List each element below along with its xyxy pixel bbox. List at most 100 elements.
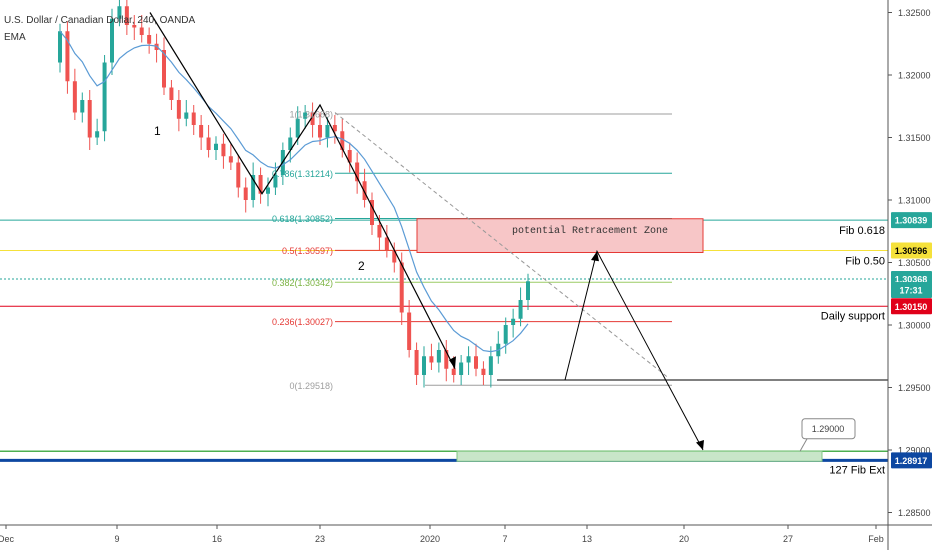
symbol-title[interactable]: U.S. Dollar / Canadian Dollar, 240, OAND… bbox=[4, 15, 196, 26]
retracement-zone-label: potential Retracement Zone bbox=[512, 225, 668, 237]
price-badge-bg bbox=[891, 452, 932, 469]
candle-body bbox=[355, 162, 360, 182]
candle-body bbox=[228, 156, 233, 163]
projection-path bbox=[564, 249, 704, 451]
fib-0618-label: Fib 0.618 bbox=[839, 225, 885, 237]
price-badge-4: 1.30150 bbox=[891, 298, 932, 315]
candle-body bbox=[80, 100, 85, 113]
ema-indicator-label[interactable]: EMA bbox=[4, 32, 26, 43]
price-badge-bg bbox=[891, 282, 932, 298]
candle-body bbox=[429, 356, 434, 363]
candle-body bbox=[488, 356, 493, 375]
candle-body bbox=[110, 18, 114, 63]
candle-body bbox=[384, 237, 389, 250]
candle-body bbox=[414, 350, 419, 375]
price-badge-bg bbox=[891, 242, 932, 259]
x-tick-label: 20 bbox=[679, 534, 689, 544]
candle-body bbox=[377, 225, 382, 238]
retracement-zone bbox=[416, 218, 704, 253]
y-tick-label: 1.29500 bbox=[898, 383, 931, 393]
candle-body bbox=[407, 312, 412, 350]
y-tick-label: 1.31500 bbox=[898, 133, 931, 143]
price-badge-5: 1.28917 bbox=[891, 452, 932, 469]
candle-body bbox=[191, 112, 196, 125]
candle-body bbox=[347, 150, 352, 163]
trendline-dashed bbox=[334, 112, 669, 378]
x-tick-label: Dec bbox=[0, 534, 14, 544]
candle-body bbox=[273, 175, 278, 188]
candle-body bbox=[65, 31, 70, 82]
price-badge-bg bbox=[891, 298, 932, 315]
candle-body bbox=[258, 175, 263, 194]
candle-body bbox=[251, 175, 256, 200]
candle-body bbox=[199, 125, 204, 138]
price-badge-text: 1.30368 bbox=[895, 275, 928, 285]
fib-level-label-2: 0.618(1.30852) bbox=[272, 214, 333, 224]
candle-body bbox=[95, 131, 100, 138]
candle-body bbox=[243, 187, 248, 200]
candle-body bbox=[459, 362, 464, 375]
candle-body bbox=[266, 187, 270, 194]
candle-body bbox=[295, 118, 300, 138]
candle-body bbox=[72, 81, 77, 113]
candle-body bbox=[132, 25, 137, 28]
x-tick-label: 13 bbox=[582, 534, 592, 544]
candle-body bbox=[117, 6, 122, 19]
candle-body bbox=[511, 318, 516, 325]
candle-body bbox=[332, 125, 337, 132]
candle-body bbox=[422, 356, 426, 375]
price-badge-1: 1.30596 bbox=[891, 242, 932, 259]
x-tick-label: 23 bbox=[315, 534, 325, 544]
x-tick-label: 9 bbox=[114, 534, 119, 544]
ema-line bbox=[59, 30, 529, 353]
candle-body bbox=[236, 162, 241, 188]
price-badge-text: 17:31 bbox=[899, 286, 922, 296]
fib-ext-label: 127 Fib Ext bbox=[829, 464, 885, 476]
price-badge-text: 1.30839 bbox=[895, 216, 928, 226]
y-tick-label: 1.30000 bbox=[898, 321, 931, 331]
candle-body bbox=[325, 125, 330, 138]
candle-body bbox=[392, 250, 397, 263]
y-tick-label: 1.32000 bbox=[898, 71, 931, 81]
wave-arrowhead bbox=[449, 356, 456, 369]
candle-body bbox=[139, 27, 144, 35]
price-badge-bg bbox=[891, 212, 932, 229]
candle-body bbox=[503, 325, 508, 344]
fib-level-label-3: 0.5(1.30597) bbox=[282, 246, 333, 256]
fib-level-label-4: 0.382(1.30342) bbox=[272, 278, 333, 288]
y-tick-label: 1.28500 bbox=[898, 508, 931, 518]
wave-path bbox=[149, 12, 456, 370]
candle-body bbox=[526, 281, 530, 300]
price-badge-3: 17:31 bbox=[891, 282, 932, 298]
candle-body bbox=[303, 112, 308, 119]
candle-body bbox=[444, 350, 449, 369]
candle-body bbox=[340, 131, 345, 150]
x-tick-label: 7 bbox=[502, 534, 507, 544]
y-tick-label: 1.32500 bbox=[898, 8, 931, 18]
candle-body bbox=[518, 300, 523, 319]
price-badge-text: 1.28917 bbox=[895, 456, 928, 466]
candle-body bbox=[176, 100, 181, 119]
x-tick-label: 27 bbox=[783, 534, 793, 544]
fib-level-label-6: 0(1.29518) bbox=[289, 381, 333, 391]
price-badge-0: 1.30839 bbox=[891, 212, 932, 229]
candle-body bbox=[184, 112, 189, 119]
candle-body bbox=[147, 35, 152, 44]
candle-body bbox=[206, 137, 211, 150]
candle-body bbox=[102, 62, 107, 132]
daily-support-label: Daily support bbox=[821, 310, 885, 322]
y-tick-label: 1.29000 bbox=[898, 446, 931, 456]
x-tick-label: Feb bbox=[868, 534, 884, 544]
wave-1-label: 1 bbox=[154, 124, 161, 138]
candle-body bbox=[214, 143, 218, 150]
candle-body bbox=[58, 31, 62, 63]
candle-body bbox=[399, 262, 404, 313]
candle-body bbox=[451, 368, 456, 375]
price-badge-text: 1.30596 bbox=[895, 246, 928, 256]
target-zone bbox=[456, 450, 823, 462]
price-badge-text: 1.30150 bbox=[895, 302, 928, 312]
fib-050-label: Fib 0.50 bbox=[845, 256, 885, 268]
candle-body bbox=[288, 137, 293, 150]
